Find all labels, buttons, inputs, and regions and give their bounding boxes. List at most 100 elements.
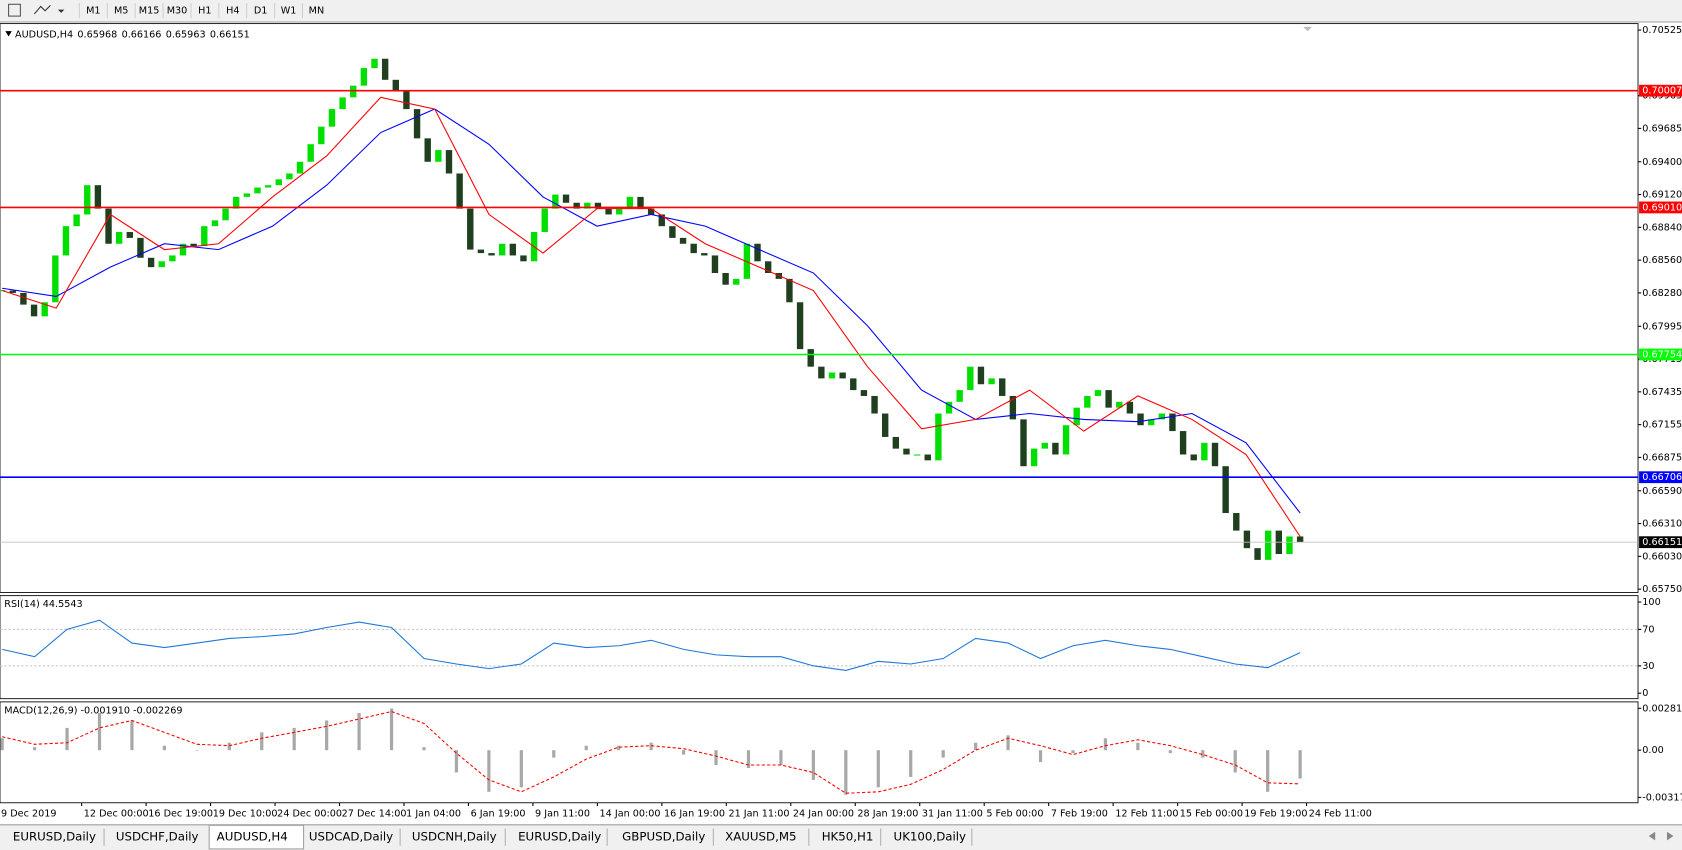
timeframe-button[interactable]: M1: [86, 6, 100, 17]
macd-bar: [876, 750, 880, 788]
candle: [764, 261, 772, 274]
level-label: 0.66706: [1642, 472, 1682, 483]
candle: [190, 243, 197, 247]
timeframe-button[interactable]: H4: [226, 6, 239, 17]
y-tick-label: 0.68560: [1642, 255, 1682, 266]
candle: [807, 349, 814, 367]
y-tick-label: 0.002817: [1642, 703, 1682, 714]
macd-bar: [227, 742, 231, 751]
candle: [818, 366, 825, 379]
macd-bar: [941, 750, 945, 758]
y-tick-label: 0.69685: [1642, 123, 1682, 134]
candle: [158, 261, 165, 268]
macd-bar: [1038, 750, 1043, 763]
candle: [924, 454, 931, 461]
candle: [1084, 395, 1091, 408]
candle: [552, 194, 559, 209]
rsi-panel: [0, 595, 1639, 700]
timeframe-button[interactable]: H1: [198, 6, 211, 17]
objects-tool[interactable]: [33, 4, 51, 15]
y-tick-label: 0.66590: [1642, 486, 1682, 497]
symbol-tab[interactable]: XAUUSD,M5: [725, 830, 796, 844]
y-tick-label: 0: [1642, 688, 1648, 699]
candle: [498, 243, 506, 256]
y-tick-label: 0.67435: [1642, 387, 1682, 398]
macd-bar: [32, 747, 37, 751]
timeframe-button[interactable]: W1: [281, 6, 297, 17]
timeframe-button[interactable]: D1: [254, 6, 268, 17]
symbol-tab[interactable]: EURUSD,Daily: [13, 830, 96, 844]
macd-bar: [584, 745, 588, 751]
candle: [1286, 536, 1293, 555]
x-tick-label: 16 Dec 19:00: [148, 809, 213, 820]
candle: [105, 208, 112, 244]
macd-bar: [1136, 742, 1140, 751]
x-tick-label: 9 Dec 2019: [1, 809, 56, 820]
macd-bar: [422, 747, 426, 751]
level-label: 0.69010: [1642, 202, 1682, 213]
symbol-tab[interactable]: GBPUSD,Daily: [622, 830, 705, 844]
candle: [711, 255, 719, 274]
candle: [318, 126, 325, 145]
timeframe-button[interactable]: MN: [309, 6, 325, 17]
candle: [360, 68, 368, 86]
candle: [286, 173, 293, 180]
candle: [477, 249, 485, 254]
candle: [94, 185, 102, 209]
symbol-tab[interactable]: AUDUSD,H4: [217, 830, 288, 844]
active-tab: [208, 824, 305, 850]
candle: [1211, 442, 1219, 467]
candle: [328, 109, 336, 127]
y-tick-label: 0.65750: [1642, 584, 1682, 595]
x-tick-label: 9 Jan 11:00: [535, 809, 590, 820]
dropdown-arrow[interactable]: [57, 9, 65, 13]
candle: [541, 208, 548, 233]
candle: [871, 395, 878, 414]
shift-marker: [1303, 26, 1312, 32]
candle: [413, 109, 421, 139]
candle: [828, 372, 836, 379]
candle: [967, 366, 974, 391]
symbol-tab[interactable]: EURUSD,Daily: [518, 830, 601, 844]
candle: [1094, 390, 1102, 396]
x-tick-label: 19 Feb 19:00: [1244, 809, 1307, 820]
macd-bar: [974, 742, 978, 751]
candle: [115, 232, 123, 244]
timeframe-button[interactable]: M30: [167, 6, 188, 17]
candle: [956, 390, 963, 402]
y-tick-label: 0.70525: [1642, 25, 1682, 36]
candle: [754, 243, 761, 262]
candle: [62, 226, 70, 256]
candle: [254, 187, 261, 194]
candle: [935, 413, 942, 461]
candle: [1041, 442, 1048, 449]
symbol-tab[interactable]: USDCHF,Daily: [116, 830, 199, 844]
crosshair-tool[interactable]: [8, 3, 21, 17]
candle: [381, 58, 389, 80]
tab-scroll-right[interactable]: [1666, 831, 1674, 841]
candle: [722, 273, 729, 285]
candle: [30, 304, 38, 317]
candle: [892, 436, 900, 449]
level-label: 0.70007: [1642, 86, 1682, 97]
candle: [1126, 401, 1134, 414]
candle: [1052, 442, 1059, 455]
tab-scroll-left[interactable]: [1648, 831, 1656, 841]
timeframe-button[interactable]: M5: [114, 6, 128, 17]
candle: [445, 150, 453, 174]
macd-panel: [0, 701, 1639, 804]
x-tick-label: 19 Dec 10:00: [213, 809, 278, 820]
x-tick-label: 21 Jan 11:00: [728, 809, 789, 820]
x-tick-label: 24 Jan 00:00: [793, 809, 854, 820]
timeframe-button[interactable]: M15: [139, 6, 160, 17]
candle: [84, 185, 91, 215]
symbol-tab[interactable]: UK100,Daily: [894, 830, 966, 844]
symbol-tab[interactable]: HK50,H1: [822, 830, 874, 844]
candle: [264, 185, 272, 188]
symbol-tab[interactable]: USDCNH,Daily: [412, 830, 497, 844]
tabs: EURUSD,Daily USDCHF,Daily AUDUSD,H4 USDCAD,…: [13, 824, 973, 850]
candle: [669, 226, 676, 238]
candle: [1116, 401, 1123, 408]
level-label: 0.67754: [1642, 350, 1682, 361]
symbol-tab[interactable]: USDCAD,Daily: [309, 830, 393, 844]
